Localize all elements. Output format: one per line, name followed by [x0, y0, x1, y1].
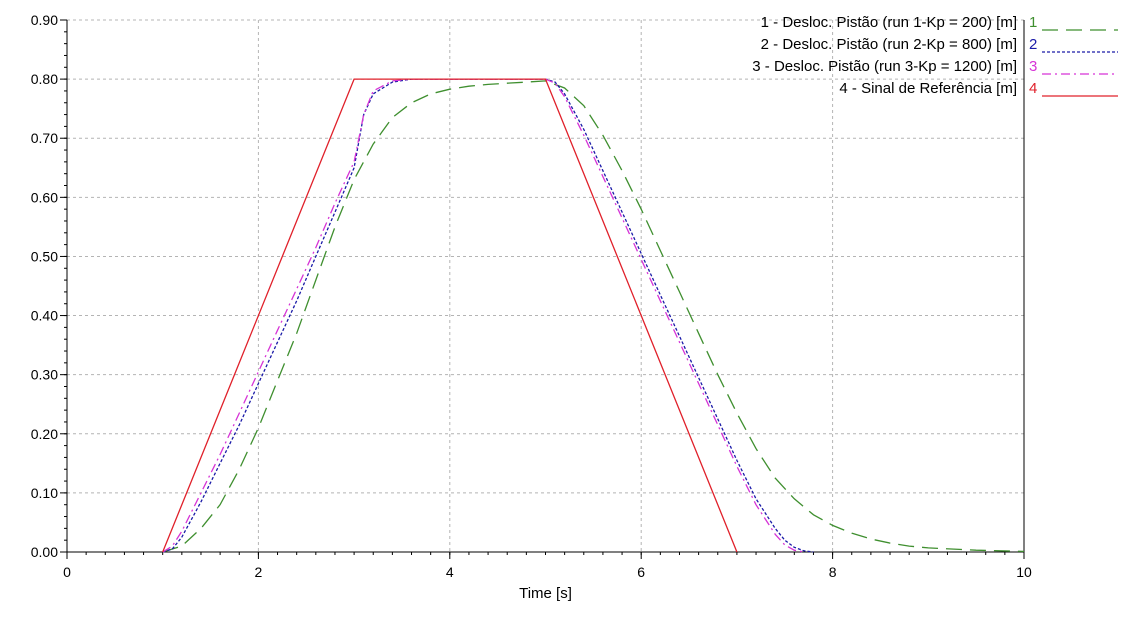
series-lines	[162, 78, 1025, 553]
x-axis-title: Time [s]	[519, 585, 572, 602]
legend-number-3: 3	[1029, 58, 1037, 75]
y-tick-label: 0.70	[31, 130, 58, 146]
x-tick-label: 0	[63, 564, 71, 580]
y-axis-ticks: 0.00 0.10 0.20 0.30 0.40 0.50 0.60 0.70 0.80 0.90	[31, 12, 67, 560]
series-line-3	[162, 78, 805, 553]
y-tick-label: 0.90	[31, 12, 58, 28]
y-tick-label: 0.80	[31, 71, 58, 87]
x-tick-label: 10	[1016, 564, 1032, 580]
x-tick-label: 4	[446, 564, 454, 580]
grid-lines	[67, 19, 1025, 552]
series-line-1	[162, 80, 1025, 553]
legend-number-4: 4	[1029, 80, 1037, 97]
y-tick-label: 0.40	[31, 308, 58, 324]
y-tick-label: 0.50	[31, 248, 58, 264]
y-tick-label: 0.20	[31, 426, 58, 442]
legend-label-1: 1 - Desloc. Pistão (run 1-Kp = 200) [m]	[761, 14, 1017, 31]
legend-label-4: 4 - Sinal de Referência [m]	[839, 80, 1017, 97]
y-tick-label: 0.60	[31, 189, 58, 205]
x-tick-label: 6	[637, 564, 645, 580]
series-line-4	[162, 78, 738, 553]
y-tick-label: 0.10	[31, 485, 58, 501]
legend-number-2: 2	[1029, 36, 1037, 53]
axes	[66, 20, 1025, 553]
x-tick-label: 2	[255, 564, 263, 580]
legend: 1 - Desloc. Pistão (run 1-Kp = 200) [m] 1…	[752, 14, 1118, 97]
y-tick-label: 0.30	[31, 367, 58, 383]
x-tick-label: 8	[829, 564, 837, 580]
legend-label-3: 3 - Desloc. Pistão (run 3-Kp = 1200) [m]	[752, 58, 1017, 75]
legend-label-2: 2 - Desloc. Pistão (run 2-Kp = 800) [m]	[761, 36, 1017, 53]
y-tick-label: 0.00	[31, 544, 58, 560]
legend-number-1: 1	[1029, 14, 1037, 31]
x-axis-ticks: 0 2 4 6 8 10	[63, 552, 1032, 580]
